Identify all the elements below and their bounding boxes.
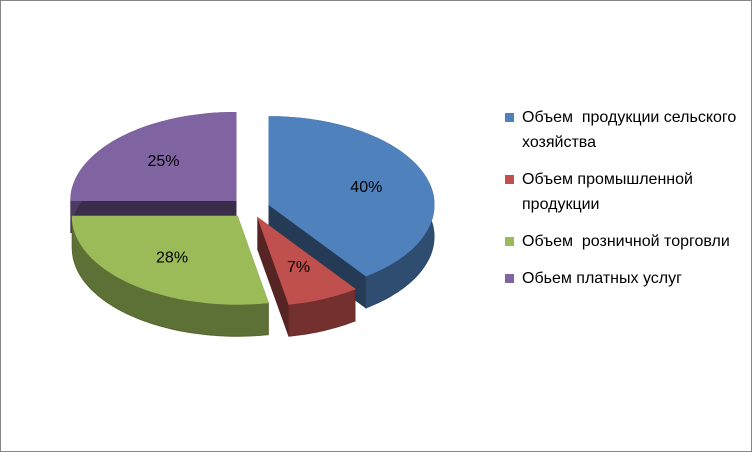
legend-marker bbox=[505, 274, 514, 283]
legend-item: Объем продукции сельского хозяйства bbox=[505, 105, 740, 155]
legend-item: Объем промышленной продукции bbox=[505, 167, 740, 217]
legend-label: Объем продукции сельского хозяйства bbox=[522, 109, 741, 151]
legend-item: Обьем платных услуг bbox=[505, 266, 740, 291]
legend-label: Обьем платных услуг bbox=[522, 270, 682, 287]
data-label: 7% bbox=[287, 259, 310, 276]
legend-marker bbox=[505, 175, 514, 184]
slice bbox=[71, 215, 269, 305]
legend: Объем продукции сельского хозяйства Объем… bbox=[505, 105, 740, 303]
slice bbox=[268, 116, 435, 277]
data-label: 40% bbox=[350, 179, 382, 196]
data-label: 25% bbox=[148, 153, 180, 170]
slice bbox=[70, 112, 237, 201]
legend-marker bbox=[505, 237, 514, 246]
legend-label: Объем розничной торговли bbox=[522, 233, 730, 250]
legend-label: Объем промышленной продукции bbox=[522, 171, 698, 213]
data-label: 28% bbox=[156, 249, 188, 266]
legend-marker bbox=[505, 113, 514, 122]
slice bbox=[256, 216, 356, 305]
legend-item: Объем розничной торговли bbox=[505, 229, 740, 254]
